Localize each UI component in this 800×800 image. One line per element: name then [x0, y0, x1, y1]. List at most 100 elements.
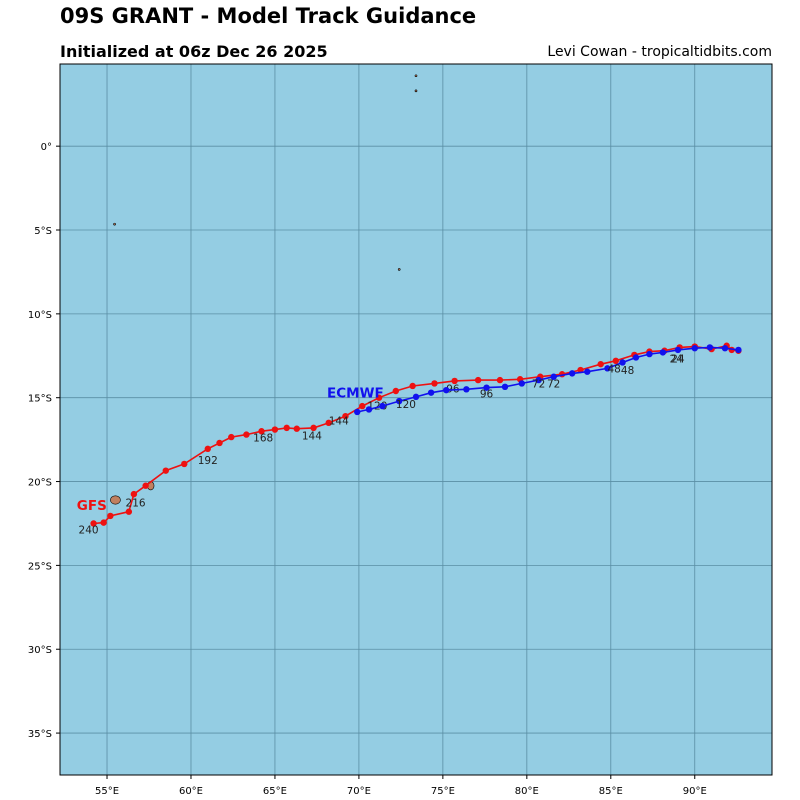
ecmwf-track: 24 48 72 96 120 144 ECMWF [302, 344, 742, 443]
gfs-track-point [181, 460, 188, 468]
ecmwf-forecast-hour-label: 144 [302, 431, 322, 443]
lon-tick-label: 85°E [599, 786, 623, 797]
model-tracks: 24487296120144168192216240GFS24487296120… [77, 342, 742, 537]
gfs-track-point [283, 424, 290, 432]
ecmwf-forecast-hour-label: 48 [607, 364, 620, 376]
gfs-track-point [228, 433, 235, 441]
gfs-track-point [293, 425, 300, 432]
lat-tick-label: 30°S [28, 645, 52, 656]
gfs-forecast-hour-label: 168 [253, 432, 273, 444]
gfs-track-point [204, 445, 211, 453]
axis-ticks: 55°E 60°E 65°E 70°E 75°E 80°E 85°E 90°E 0° 5°S 10°… [28, 142, 707, 797]
gfs-forecast-hour-label: 192 [198, 455, 218, 467]
lat-tick-label: 5°S [34, 226, 52, 237]
island-maldives-a [414, 74, 418, 78]
gfs-forecast-hour-label: 240 [79, 525, 99, 537]
ecmwf-track-point [535, 376, 542, 384]
gfs-track-point [216, 439, 223, 447]
lat-tick-label: 25°S [28, 561, 52, 572]
ecmwf-track-point [659, 349, 667, 356]
ecmwf-track-point [427, 389, 435, 396]
island-seychelles [113, 222, 116, 226]
chart-title: 09S GRANT - Model Track Guidance [60, 4, 477, 28]
gfs-track-point [342, 412, 349, 420]
gfs-track-point [162, 467, 169, 474]
gfs-track-point [375, 394, 383, 401]
lon-tick-label: 75°E [431, 786, 455, 797]
gfs-forecast-hour-label: 48 [621, 365, 634, 377]
gfs-track-point [310, 424, 317, 432]
land-masses [110, 74, 418, 505]
ecmwf-track-point [604, 365, 611, 372]
map-frame [59, 63, 773, 776]
ecmwf-track-point [443, 386, 450, 394]
ecmwf-track-point [674, 346, 682, 354]
ecmwf-forecast-hour-label: 72 [532, 379, 545, 391]
gfs-forecast-hour-label: 216 [126, 498, 146, 510]
ecmwf-forecast-hour-label: 96 [480, 389, 494, 401]
gfs-track-point [100, 519, 107, 526]
ecmwf-track-point [568, 370, 576, 377]
ocean-background [60, 64, 772, 775]
credit-text: Levi Cowan - tropicaltidbits.com [547, 44, 772, 60]
gfs-track-point [451, 377, 458, 385]
ecmwf-track-point [396, 397, 403, 405]
lon-tick-label: 60°E [179, 786, 203, 797]
ecmwf-track-point [501, 383, 509, 391]
gfs-forecast-hour-label: 72 [547, 379, 560, 391]
ecmwf-track-point [518, 380, 525, 387]
ecmwf-track-point [550, 373, 557, 380]
gfs-track-point [90, 520, 97, 527]
gfs-track-point [392, 387, 400, 395]
lon-tick-label: 80°E [515, 786, 539, 797]
gfs-track-point [271, 426, 279, 433]
gfs-track-point [130, 490, 138, 498]
ecmwf-model-label: ECMWF [327, 386, 384, 402]
gfs-track-point [142, 482, 149, 489]
gfs-track-point [125, 508, 133, 515]
lon-tick-label: 90°E [683, 786, 707, 797]
gfs-track-point [325, 419, 332, 427]
lat-tick-label: 20°S [28, 478, 52, 489]
gfs-track-point [612, 357, 620, 365]
init-time-subtitle: Initialized at 06z Dec 26 2025 [60, 42, 328, 61]
gfs-model-label: GFS [77, 498, 107, 514]
gfs-track-point [409, 382, 416, 390]
gfs-forecast-hour-label: 144 [329, 416, 349, 428]
gfs-track-point [474, 376, 482, 384]
lat-lon-grid [60, 64, 772, 775]
ecmwf-track-point [354, 408, 361, 416]
gfs-track-point [597, 360, 604, 368]
ecmwf-track-point [584, 368, 591, 375]
lon-tick-label: 65°E [263, 786, 287, 797]
island-maldives-b [414, 89, 418, 93]
ecmwf-track-point [721, 345, 729, 352]
ecmwf-track-point [691, 345, 698, 352]
ecmwf-track-point [646, 350, 653, 358]
lat-tick-label: 15°S [28, 394, 52, 405]
island-chagos [397, 268, 401, 271]
island-reunion [110, 495, 121, 505]
ecmwf-track-point [365, 406, 373, 413]
ecmwf-track-point [632, 354, 640, 361]
gfs-track-point [107, 512, 114, 520]
lon-tick-label: 55°E [95, 786, 119, 797]
ecmwf-track-point [463, 386, 470, 393]
gfs-track-point [359, 402, 366, 410]
gfs-track-point [496, 376, 504, 384]
gfs-track-point [431, 380, 438, 387]
ecmwf-track-point [412, 393, 420, 401]
gfs-track: 24 48 72 96 120 144 168 192 216 240 GFS [77, 342, 742, 537]
ecmwf-forecast-hour-label: 120 [396, 399, 416, 411]
ecmwf-track-point [735, 346, 742, 354]
ecmwf-track-point [706, 344, 714, 351]
lat-tick-label: 10°S [28, 310, 52, 321]
lat-tick-label: 0° [41, 142, 52, 153]
ecmwf-track-point [483, 384, 490, 391]
ecmwf-track-point [619, 359, 626, 366]
lon-tick-label: 70°E [347, 786, 371, 797]
ecmwf-forecast-hour-label: 24 [670, 353, 684, 365]
gfs-forecast-hour-label: 24 [671, 353, 685, 365]
gfs-track-point [243, 431, 250, 438]
